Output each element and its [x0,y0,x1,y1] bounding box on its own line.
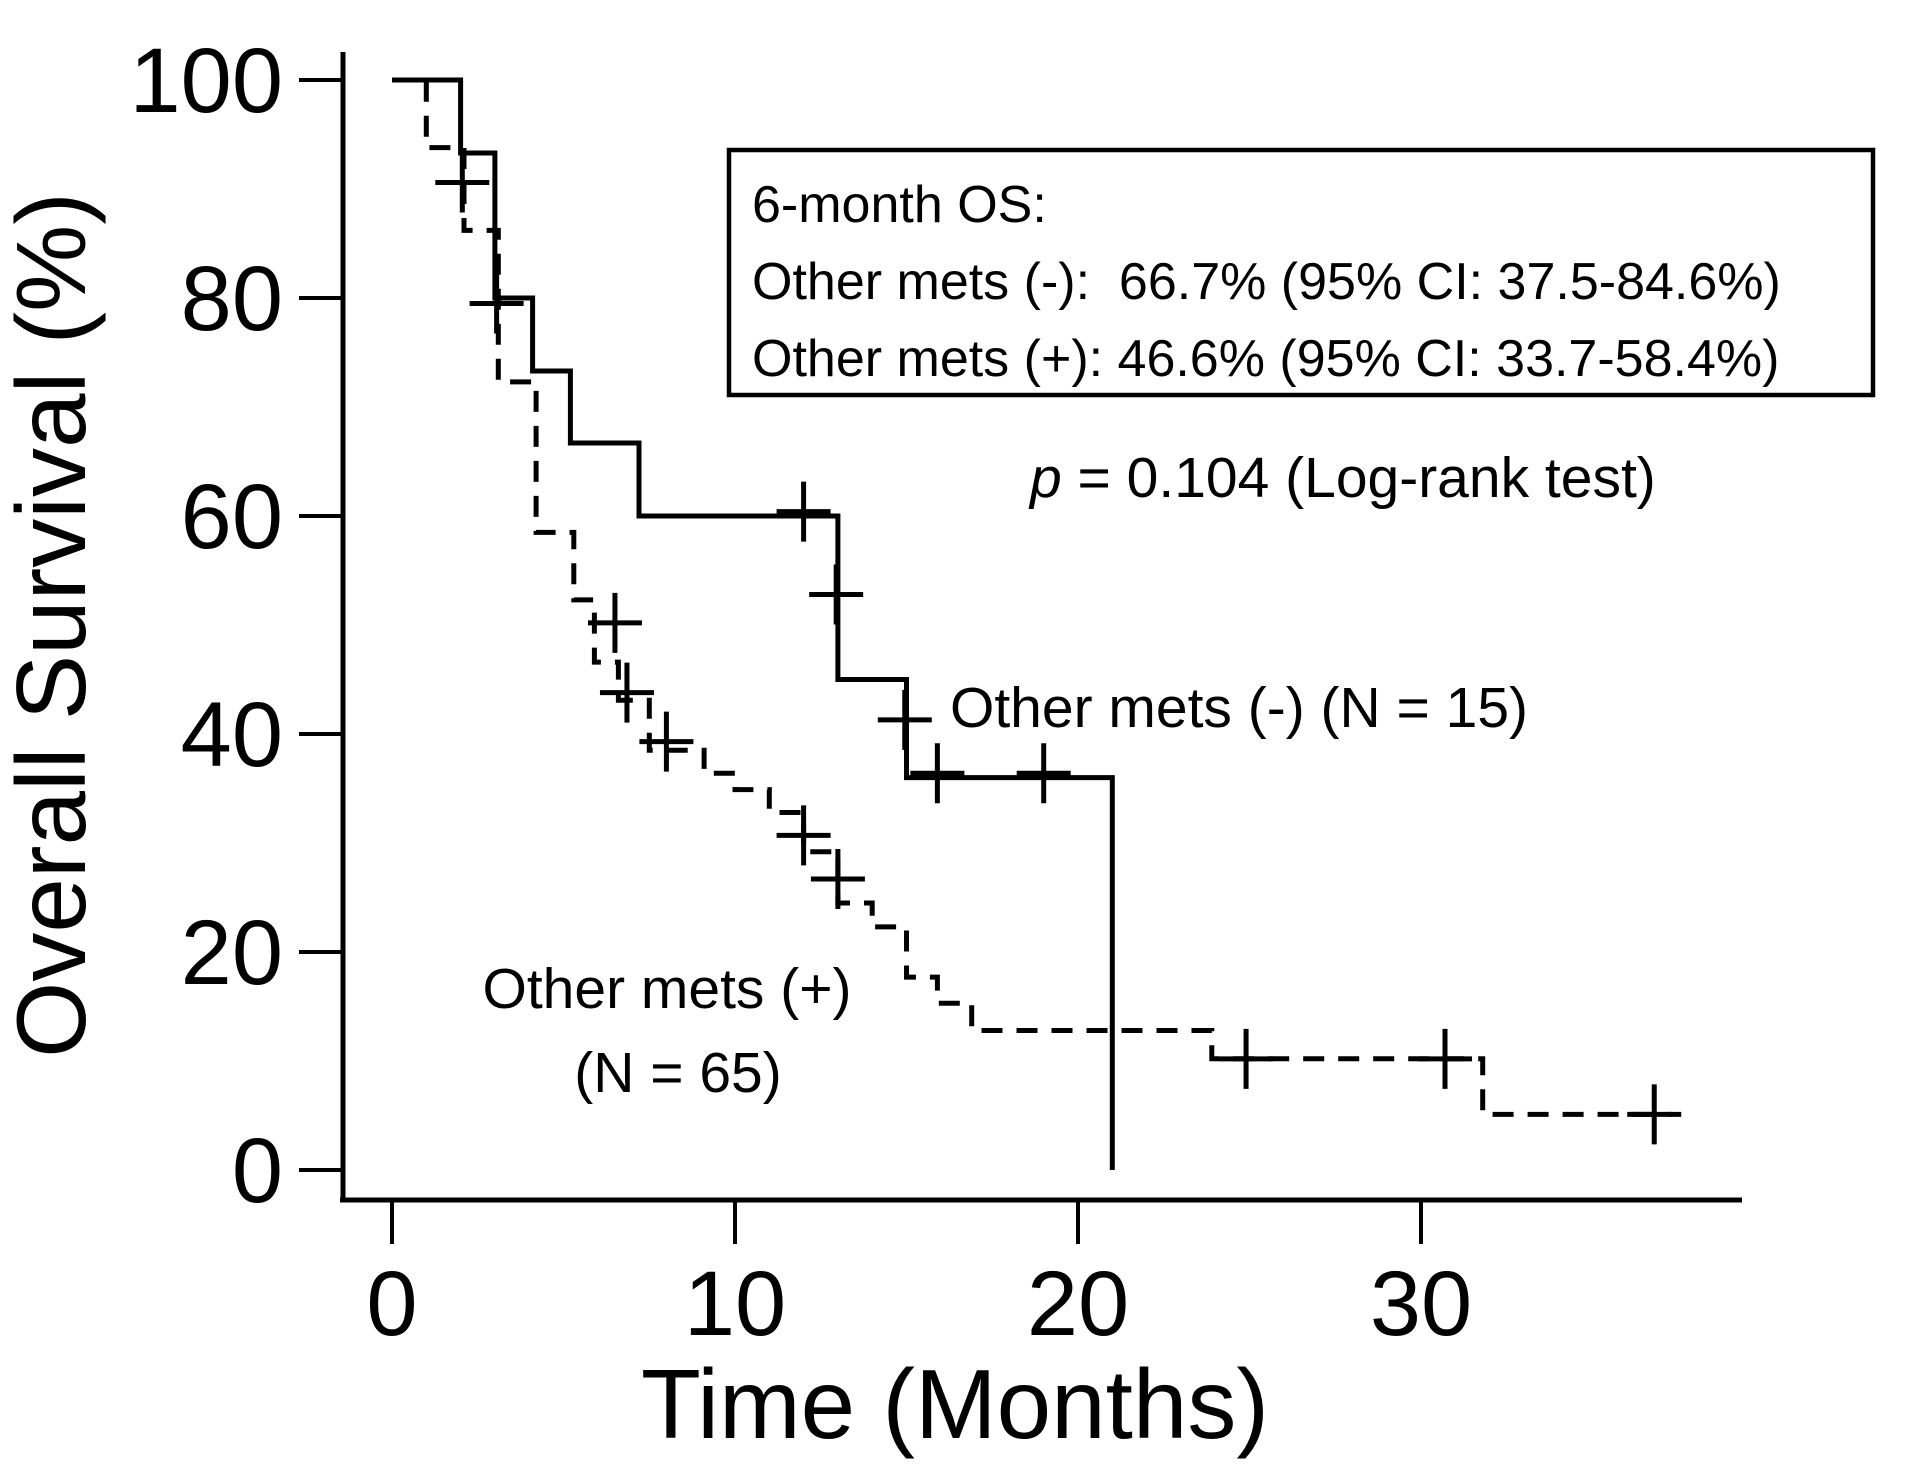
p-value-symbol: p [1028,446,1062,510]
series-label-other-mets-pos-line2: (N = 65) [574,1041,782,1105]
censor-mark-neg-4 [877,689,932,750]
censor-mark-pos-4 [810,848,865,909]
censor-mark-neg-2 [776,481,831,542]
censor-mark-pos-6 [1418,1028,1473,1089]
x-tick-label-10: 10 [684,1253,786,1355]
y-tick-label-100: 100 [130,30,284,132]
censor-mark-pos-5 [1219,1028,1274,1089]
y-tick-label-20: 20 [181,902,283,1004]
censor-mark-neg-0 [435,152,490,213]
x-tick-label-30: 30 [1370,1253,1472,1355]
x-tick-label-0: 0 [366,1253,417,1355]
x-axis-title: Time (Months) [641,1349,1269,1459]
annotation-line-other-mets-pos: Other mets (+): 46.6% (95% CI: 33.7-58.4… [752,330,1779,388]
x-tick-label-20: 20 [1027,1253,1129,1355]
y-axis-title: Overall Survival (%) [0,192,106,1058]
censor-mark-pos-1 [599,662,654,723]
y-tick-label-60: 60 [181,466,283,568]
annotation-box [726,147,1876,398]
y-tick-label-0: 0 [232,1120,283,1222]
axes: 0 20 40 60 80 100 0 10 20 30 [130,30,1742,1355]
censor-marks [435,152,1682,1145]
p-value-text: p = 0.104 (Log-rank test) [1028,446,1656,510]
censor-mark-pos-3 [776,805,831,866]
censor-mark-pos-7 [1627,1084,1682,1145]
p-value-rest: = 0.104 (Log-rank test) [1062,446,1656,510]
curve-other-mets-pos [392,77,1672,1117]
censor-mark-neg-3 [809,564,864,625]
censor-mark-pos-2 [639,711,694,772]
series-label-other-mets-pos-line1: Other mets (+) [483,957,852,1021]
series-label-other-mets-neg: Other mets (-) (N = 15) [950,676,1528,740]
censor-mark-neg-1 [469,273,524,334]
annotation-line-os-header: 6-month OS: [752,176,1047,234]
annotation-line-other-mets-neg: Other mets (-): 66.7% (95% CI: 37.5-84.6… [752,253,1781,311]
y-tick-label-40: 40 [181,684,283,786]
censor-mark-neg-6 [1016,743,1071,804]
censor-mark-neg-5 [910,743,965,804]
censor-mark-pos-0 [587,592,642,653]
y-tick-label-80: 80 [181,248,283,350]
